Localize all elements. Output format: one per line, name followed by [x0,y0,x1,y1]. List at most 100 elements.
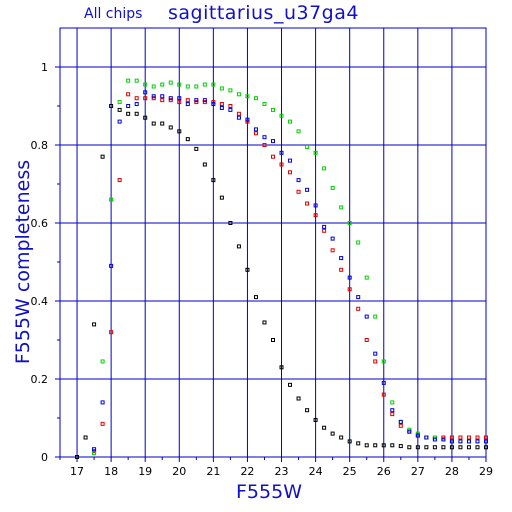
data-point-series-4 [253,127,258,132]
data-point-series-2 [143,96,148,101]
data-point-series-2 [253,131,258,136]
data-point-series-4 [313,203,318,208]
y-tick-label: 0.8 [31,139,49,152]
data-point-series-2 [219,102,224,107]
data-point-series-4 [185,102,190,107]
data-point-series-2 [356,306,361,311]
data-point-series-1 [305,408,310,413]
data-point-series-4 [117,119,122,124]
data-point-series-1 [262,320,267,325]
data-point-series-2 [449,435,454,440]
data-point-series-4 [381,380,386,385]
data-point-series-1 [109,104,114,108]
x-tick-label: 19 [138,465,152,478]
data-point-series-1 [441,445,446,450]
data-point-series-3 [279,113,284,118]
x-tick-label: 28 [445,465,459,478]
data-point-series-4 [305,187,310,192]
data-point-series-4 [398,419,403,424]
data-point-series-2 [279,162,284,167]
data-point-series-1 [475,445,480,450]
data-point-series-2 [117,178,122,183]
data-point-series-1 [117,107,122,112]
data-point-series-4 [466,439,471,444]
data-point-series-4 [100,400,105,405]
data-point-series-4 [484,439,488,444]
data-point-series-4 [373,351,378,356]
data-point-series-4 [194,98,199,103]
data-point-series-3 [330,185,335,190]
data-point-series-1 [449,445,454,450]
x-tick-label: 29 [479,465,493,478]
data-point-series-4 [415,433,420,438]
data-point-series-3 [177,82,182,87]
data-point-series-1 [407,445,412,450]
x-tick-label: 17 [70,465,84,478]
data-point-series-4 [151,94,156,99]
data-point-series-1 [381,443,386,448]
data-point-series-4 [279,150,284,155]
data-point-series-2 [134,96,139,101]
data-point-series-1 [211,178,216,183]
data-point-series-3 [143,82,148,87]
data-point-series-1 [143,115,148,120]
data-point-series-4 [109,263,114,268]
data-point-series-1 [466,445,471,450]
data-point-series-1 [432,445,437,450]
data-point-series-2 [305,201,310,206]
x-tick-label: 25 [343,465,357,478]
data-point-series-1 [236,244,241,249]
data-point-series-3 [100,359,105,364]
data-point-series-3 [92,451,97,456]
data-point-series-4 [296,178,301,183]
data-point-series-4 [330,236,335,241]
data-point-series-1 [364,443,369,448]
data-point-series-2 [236,111,241,116]
data-point-series-2 [177,100,182,105]
data-point-series-4 [288,158,293,163]
data-point-series-2 [160,98,165,103]
data-point-series-4 [211,102,216,107]
data-point-series-2 [185,98,190,103]
data-point-series-3 [228,88,233,93]
data-point-series-2 [458,435,463,440]
data-point-series-4 [168,96,173,101]
x-tick-label: 23 [275,465,289,478]
data-point-series-4 [160,94,165,99]
data-point-series-1 [83,435,88,440]
x-tick-label: 24 [309,465,323,478]
data-point-series-2 [228,104,233,108]
data-point-series-2 [288,170,293,175]
data-point-series-4 [219,105,224,110]
data-point-series-2 [126,92,131,97]
data-point-series-1 [245,267,250,272]
data-point-series-1 [185,137,190,142]
data-point-series-1 [296,396,301,401]
data-point-series-4 [475,439,480,444]
data-point-series-4 [228,107,233,112]
chart-title: sagittarius_u37ga4 [168,2,359,24]
data-point-series-3 [168,80,173,85]
data-point-series-1 [160,121,165,126]
plot-frame [59,27,487,458]
data-point-series-1 [228,221,233,225]
data-point-series-3 [271,107,275,112]
data-point-series-4 [347,275,352,280]
x-tick-label: 26 [377,465,391,478]
data-point-series-3 [356,240,361,245]
data-point-series-4 [458,439,463,444]
data-point-series-2 [475,435,480,440]
data-point-series-3 [364,275,369,280]
data-point-series-1 [151,121,156,126]
data-point-series-2 [347,287,352,292]
data-point-series-3 [109,197,114,202]
data-point-series-3 [288,119,293,124]
data-point-series-2 [373,359,378,364]
data-point-series-2 [271,154,275,159]
data-point-series-3 [339,205,344,210]
data-point-series-3 [305,144,310,149]
x-tick-label: 18 [104,465,118,478]
y-axis-label: F555W completeness [12,159,34,365]
data-point-series-4 [441,437,446,442]
